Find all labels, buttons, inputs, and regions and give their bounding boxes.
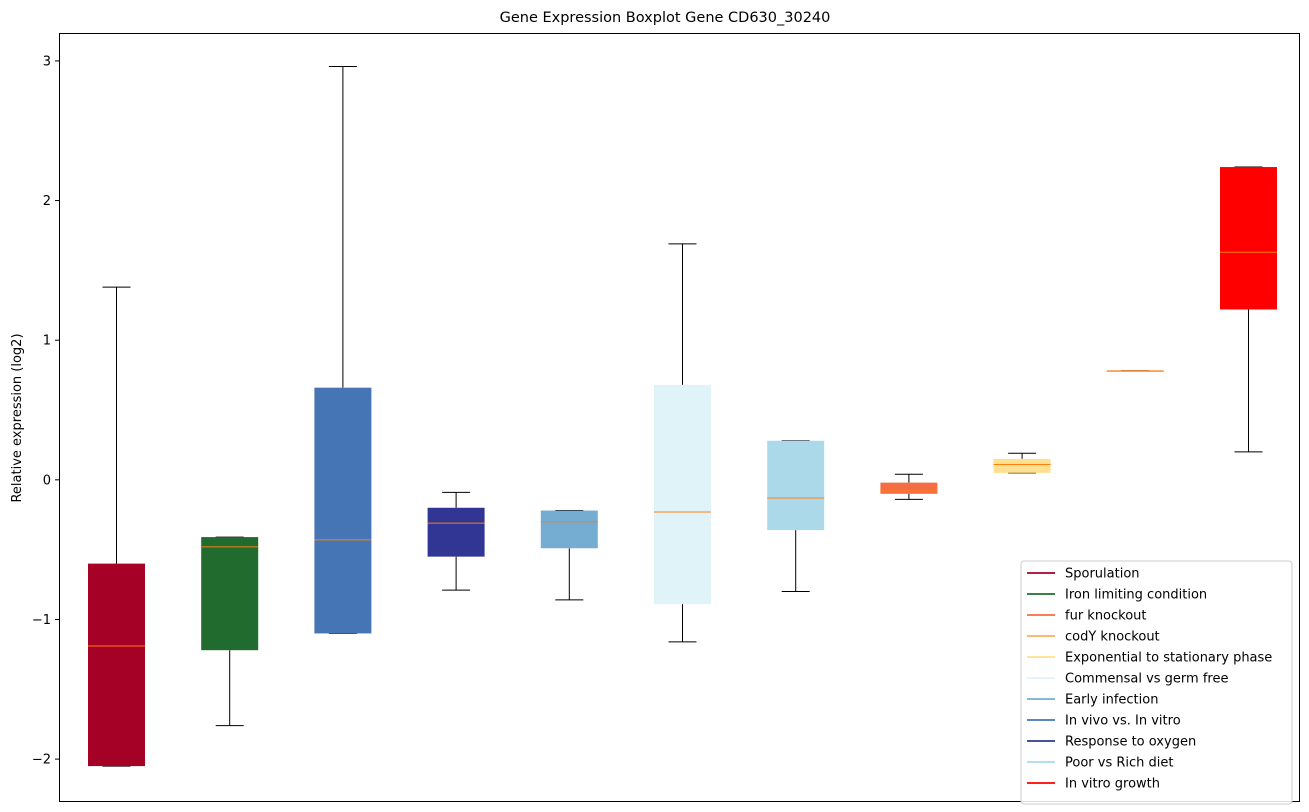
- legend: Sporulation Iron limiting condition fur kn…: [1020, 560, 1293, 805]
- legend-label: Sporulation: [1065, 567, 1140, 582]
- legend-item: In vitro growth: [1027, 777, 1160, 792]
- box-body: [540, 510, 598, 549]
- legend-label: Commensal vs germ free: [1065, 672, 1228, 687]
- box-group-8: [880, 473, 938, 500]
- box-group-3: [314, 66, 372, 634]
- legend-item: Early infection: [1027, 693, 1158, 708]
- legend-label: Exponential to stationary phase: [1065, 651, 1272, 666]
- chart-title: Gene Expression Boxplot Gene CD630_30240: [500, 10, 831, 26]
- legend-item: codY knockout: [1027, 630, 1160, 645]
- legend-label: Response to oxygen: [1065, 735, 1196, 750]
- legend-item: Commensal vs germ free: [1027, 672, 1228, 687]
- box-group-9: [993, 452, 1051, 474]
- legend-item: Iron limiting condition: [1027, 588, 1207, 603]
- box-body: [767, 440, 825, 531]
- box-body: [993, 458, 1051, 473]
- legend-label: fur knockout: [1065, 609, 1147, 624]
- y-axis: −2 −1 0 1 2 3: [32, 54, 60, 768]
- legend-item: Sporulation: [1027, 567, 1140, 582]
- box-body: [654, 384, 711, 605]
- legend-item: Poor vs Rich diet: [1027, 756, 1173, 771]
- y-tick-label: 2: [43, 194, 51, 209]
- legend-item: Response to oxygen: [1027, 735, 1196, 750]
- box-group-5: [540, 510, 598, 601]
- box-body: [1220, 167, 1277, 310]
- y-tick-label: 3: [43, 54, 51, 69]
- legend-item: fur knockout: [1027, 609, 1147, 624]
- box-body: [880, 482, 938, 494]
- legend-label: codY knockout: [1065, 630, 1160, 645]
- box-group-2: [201, 536, 259, 727]
- box-group-10: [1106, 370, 1164, 372]
- legend-item: In vivo vs. In vitro: [1027, 714, 1181, 729]
- legend-label: Poor vs Rich diet: [1065, 756, 1173, 771]
- box-group-7: [767, 440, 825, 593]
- box-group-11: [1220, 166, 1277, 453]
- box-body: [427, 507, 485, 557]
- legend-item: Exponential to stationary phase: [1027, 651, 1272, 666]
- y-tick-label: 0: [43, 473, 51, 488]
- box-group-1: [88, 286, 145, 767]
- axes-frame: [59, 33, 1300, 802]
- y-tick-label: −2: [32, 753, 51, 768]
- plot-area: [88, 66, 1277, 767]
- y-tick-label: 1: [43, 334, 51, 349]
- y-axis-label: Relative expression (log2): [10, 333, 25, 502]
- box-body: [314, 387, 372, 634]
- legend-label: In vivo vs. In vitro: [1065, 714, 1181, 729]
- legend-label: Early infection: [1065, 693, 1158, 708]
- y-tick-label: −1: [32, 613, 51, 628]
- box-body: [201, 537, 259, 651]
- legend-label: In vitro growth: [1065, 777, 1160, 792]
- box-body: [88, 563, 145, 767]
- box-group-4: [427, 491, 485, 591]
- legend-frame: [1020, 560, 1293, 805]
- box-group-6: [654, 243, 711, 643]
- legend-label: Iron limiting condition: [1065, 588, 1207, 603]
